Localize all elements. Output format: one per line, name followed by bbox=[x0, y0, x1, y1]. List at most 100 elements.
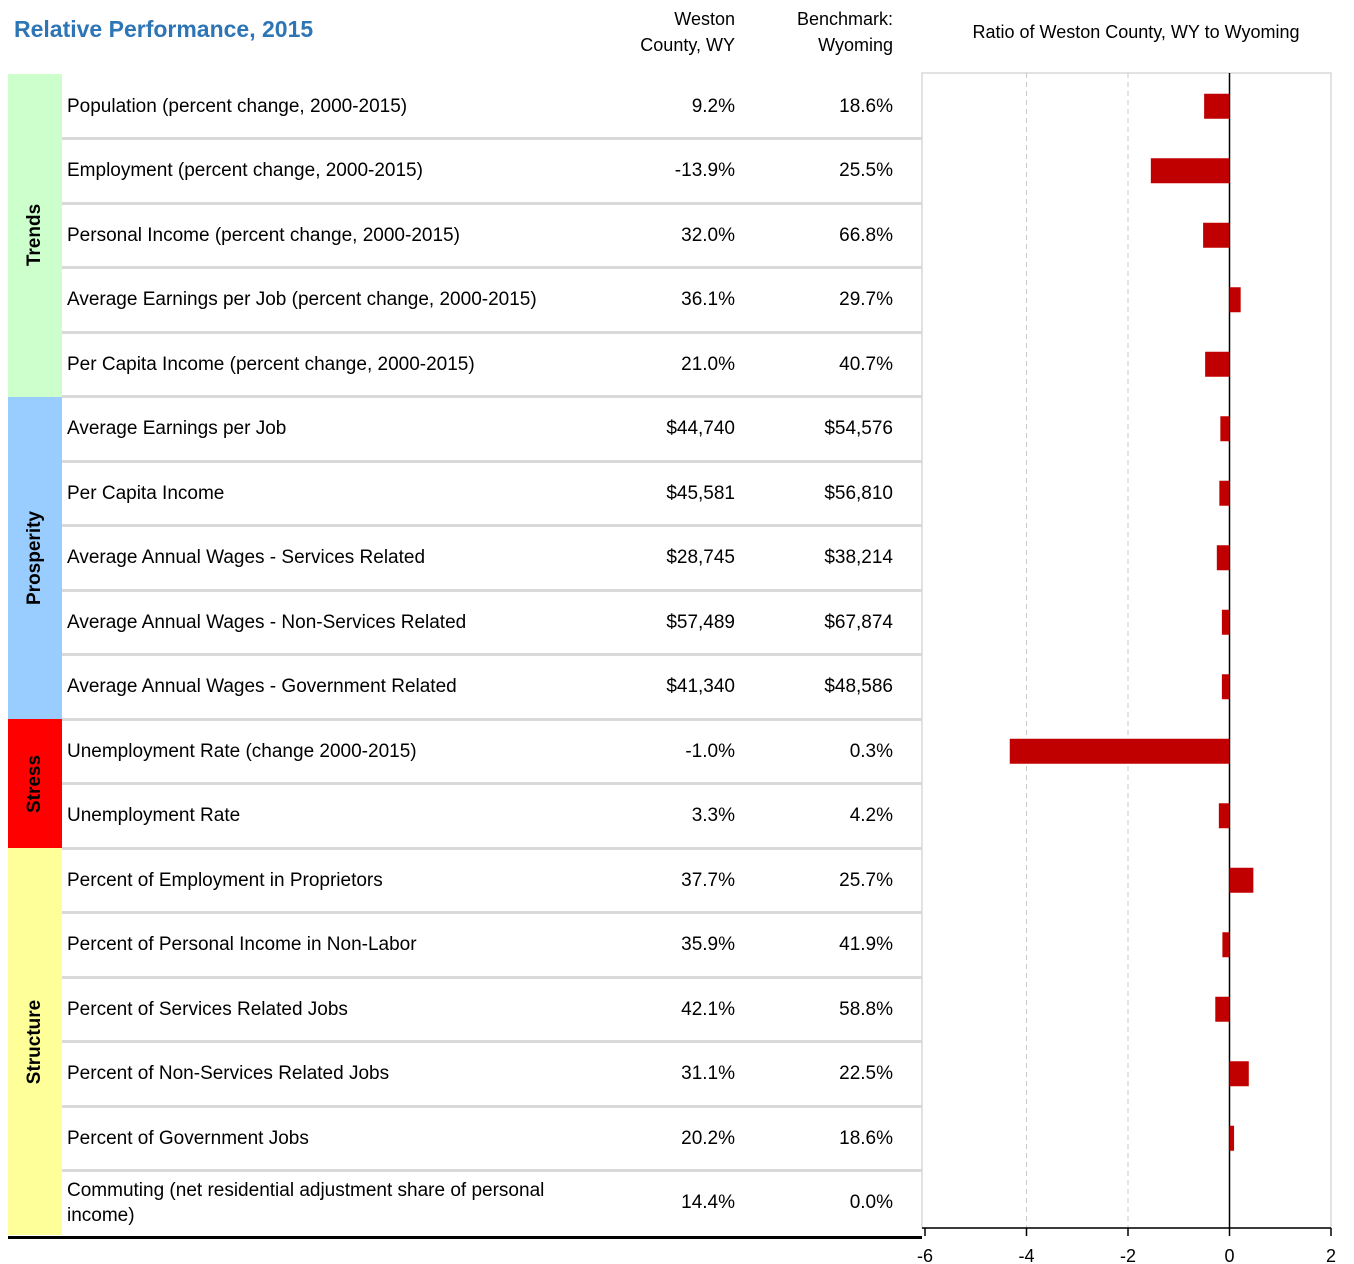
row-label: Per Capita Income (percent change, 2000-… bbox=[67, 353, 475, 375]
benchmark-value: 0.3% bbox=[849, 740, 893, 762]
row-separator bbox=[62, 1040, 922, 1043]
benchmark-value: $38,214 bbox=[824, 547, 893, 569]
group-band: Structure bbox=[8, 848, 62, 1235]
group-label: Stress bbox=[24, 754, 46, 813]
group-band: Stress bbox=[8, 719, 62, 848]
county-value: 9.2% bbox=[691, 95, 735, 117]
row-label: Average Annual Wages - Services Related bbox=[67, 547, 426, 569]
benchmark-value: 0.0% bbox=[849, 1192, 893, 1214]
column-header: Benchmark: Wyoming bbox=[796, 9, 893, 55]
row-label: Average Earnings per Job bbox=[67, 418, 287, 440]
row-separator bbox=[62, 524, 922, 527]
row-separator bbox=[62, 588, 922, 592]
bar bbox=[1229, 1125, 1235, 1151]
county-value: 37.7% bbox=[681, 869, 735, 891]
x-tick-label: -6 bbox=[917, 1246, 933, 1264]
table-bottom-rule bbox=[8, 1236, 922, 1239]
row-label: Average Annual Wages - Non-Services Rela… bbox=[67, 611, 467, 633]
row-label: Percent of Personal Income in Non-Labor bbox=[67, 934, 417, 956]
bar bbox=[1218, 803, 1230, 829]
bar bbox=[1215, 996, 1230, 1022]
plot-frame bbox=[921, 72, 1332, 1229]
county-value: $45,581 bbox=[666, 482, 735, 504]
benchmark-value: 18.6% bbox=[839, 95, 893, 117]
county-value: 42.1% bbox=[681, 998, 735, 1020]
group-band: Prosperity bbox=[8, 396, 62, 719]
bar bbox=[1229, 287, 1241, 313]
row-label: Percent of Services Related Jobs bbox=[67, 998, 348, 1020]
row-separator bbox=[62, 201, 922, 205]
benchmark-value: $48,586 bbox=[824, 676, 893, 698]
group-label: Prosperity bbox=[24, 510, 46, 605]
group-label: Structure bbox=[24, 999, 45, 1084]
benchmark-value: $56,810 bbox=[824, 482, 893, 504]
row-separator bbox=[62, 911, 922, 914]
row-label: Personal Income (percent change, 2000-20… bbox=[67, 224, 460, 246]
x-tick-label: -4 bbox=[1018, 1246, 1034, 1264]
county-value: $41,340 bbox=[666, 676, 735, 698]
county-value: 20.2% bbox=[681, 1127, 735, 1149]
row-label: Percent of Non-Services Related Jobs bbox=[67, 1063, 390, 1085]
row-separator bbox=[62, 1104, 922, 1108]
county-value: 36.1% bbox=[681, 289, 735, 311]
benchmark-value: $67,874 bbox=[824, 611, 893, 633]
row-label: Average Annual Wages - Government Relate… bbox=[67, 676, 457, 698]
bar bbox=[1222, 932, 1230, 958]
county-value: 21.0% bbox=[681, 353, 735, 375]
benchmark-value: 18.6% bbox=[839, 1127, 893, 1149]
chart-title: Ratio of Weston County, WY to Wyoming bbox=[973, 22, 1300, 42]
row-separator bbox=[62, 330, 922, 334]
page-title: Relative Performance, 2015 bbox=[14, 16, 314, 42]
benchmark-value: 25.5% bbox=[839, 160, 893, 182]
x-tick-label: 0 bbox=[1224, 1246, 1234, 1264]
column-header: Weston County, WY bbox=[640, 9, 735, 55]
benchmark-value: 40.7% bbox=[839, 353, 893, 375]
bar bbox=[1229, 1061, 1249, 1087]
county-value: 31.1% bbox=[681, 1063, 735, 1085]
row-separator bbox=[62, 395, 922, 398]
row-label: Percent of Employment in Proprietors bbox=[67, 869, 383, 891]
bar bbox=[1219, 480, 1230, 506]
benchmark-value: $54,576 bbox=[824, 418, 893, 440]
county-value: -13.9% bbox=[674, 160, 735, 182]
x-tick-label: -2 bbox=[1120, 1246, 1136, 1264]
row-separator bbox=[62, 266, 922, 269]
row-separator bbox=[62, 975, 922, 979]
group-band: Trends bbox=[8, 74, 62, 397]
bar bbox=[1216, 545, 1230, 571]
row-label: Percent of Government Jobs bbox=[67, 1127, 309, 1149]
row-label: Per Capita Income bbox=[67, 482, 225, 504]
row-label: Unemployment Rate bbox=[67, 805, 241, 827]
row-separator bbox=[62, 137, 922, 140]
benchmark-value: 29.7% bbox=[839, 289, 893, 311]
bar bbox=[1221, 674, 1230, 700]
bar bbox=[1009, 738, 1230, 764]
bar bbox=[1229, 867, 1254, 893]
bar bbox=[1204, 93, 1230, 119]
bar bbox=[1150, 158, 1230, 184]
county-value: 35.9% bbox=[681, 934, 735, 956]
bar bbox=[1205, 351, 1230, 377]
benchmark-value: 4.2% bbox=[849, 805, 893, 827]
row-separator bbox=[62, 717, 922, 721]
row-label: Employment (percent change, 2000-2015) bbox=[67, 160, 423, 182]
benchmark-value: 41.9% bbox=[839, 934, 893, 956]
county-value: 3.3% bbox=[691, 805, 735, 827]
row-separator bbox=[62, 846, 922, 850]
county-value: $28,745 bbox=[666, 547, 735, 569]
county-value: 32.0% bbox=[681, 224, 735, 246]
benchmark-value: 25.7% bbox=[839, 869, 893, 891]
bar bbox=[1220, 416, 1230, 442]
benchmark-value: 58.8% bbox=[839, 998, 893, 1020]
row-separator bbox=[62, 1169, 922, 1172]
row-label: Average Earnings per Job (percent change… bbox=[67, 289, 537, 311]
county-value: $57,489 bbox=[666, 611, 735, 633]
row-separator bbox=[62, 459, 922, 463]
county-value: $44,740 bbox=[666, 418, 735, 440]
bar bbox=[1221, 609, 1230, 635]
county-value: -1.0% bbox=[685, 740, 735, 762]
group-label: Trends bbox=[24, 204, 45, 267]
row-label: Commuting (net residential adjustment sh… bbox=[67, 1179, 545, 1226]
